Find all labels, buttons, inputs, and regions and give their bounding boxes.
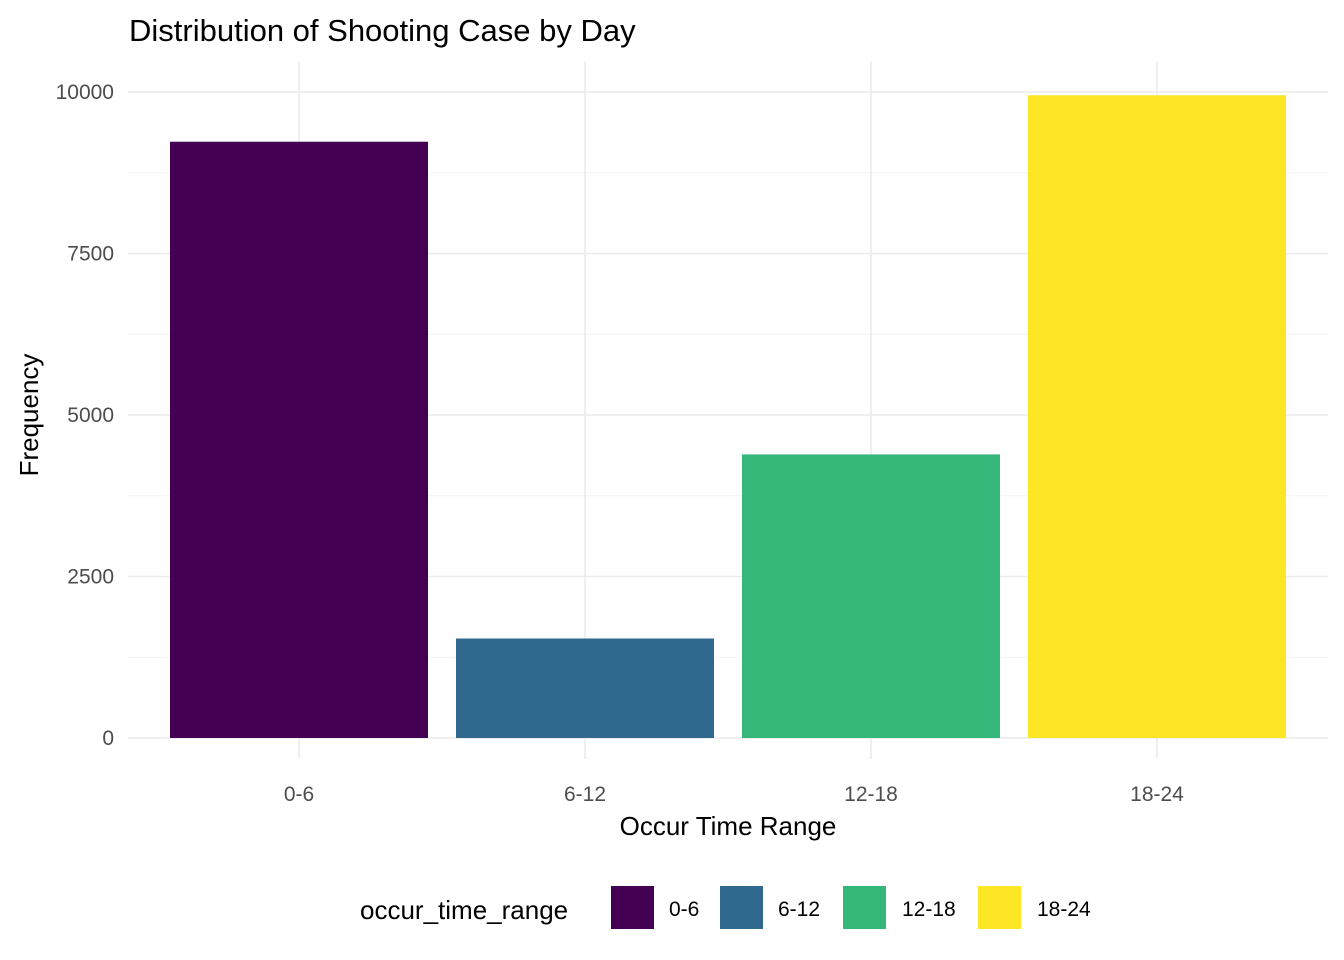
x-axis-ticks: 0-6 6-12 12-18 18-24 bbox=[284, 783, 1184, 806]
y-tick-label: 7500 bbox=[67, 243, 114, 266]
legend-label: 0-6 bbox=[669, 898, 699, 921]
bar-0-6 bbox=[170, 141, 428, 738]
legend-label: 18-24 bbox=[1037, 898, 1091, 921]
y-tick-label: 2500 bbox=[67, 566, 114, 589]
x-tick-label: 12-18 bbox=[844, 783, 898, 806]
legend: occur_time_range 0-6 6-12 12-18 18-24 bbox=[360, 886, 1091, 929]
x-axis-title: Occur Time Range bbox=[620, 811, 837, 841]
legend-key-12-18 bbox=[843, 886, 886, 929]
y-tick-label: 5000 bbox=[67, 404, 114, 427]
bar-6-12 bbox=[456, 638, 714, 738]
x-tick-label: 0-6 bbox=[284, 783, 314, 806]
legend-key-6-12 bbox=[720, 886, 763, 929]
bar-18-24 bbox=[1028, 95, 1286, 739]
y-axis-ticks: 0 2500 5000 7500 10000 bbox=[56, 81, 114, 750]
bar-12-18 bbox=[742, 454, 1000, 738]
legend-key-0-6 bbox=[611, 886, 654, 929]
legend-title: occur_time_range bbox=[360, 895, 568, 925]
bars bbox=[170, 95, 1286, 739]
y-tick-label: 0 bbox=[102, 727, 114, 750]
legend-label: 6-12 bbox=[778, 898, 820, 921]
x-tick-label: 6-12 bbox=[564, 783, 606, 806]
y-tick-label: 10000 bbox=[56, 81, 114, 104]
x-tick-label: 18-24 bbox=[1130, 783, 1184, 806]
chart-title: Distribution of Shooting Case by Day bbox=[129, 13, 636, 48]
legend-key-18-24 bbox=[978, 886, 1021, 929]
legend-label: 12-18 bbox=[902, 898, 956, 921]
y-axis-title: Frequency bbox=[14, 354, 44, 477]
